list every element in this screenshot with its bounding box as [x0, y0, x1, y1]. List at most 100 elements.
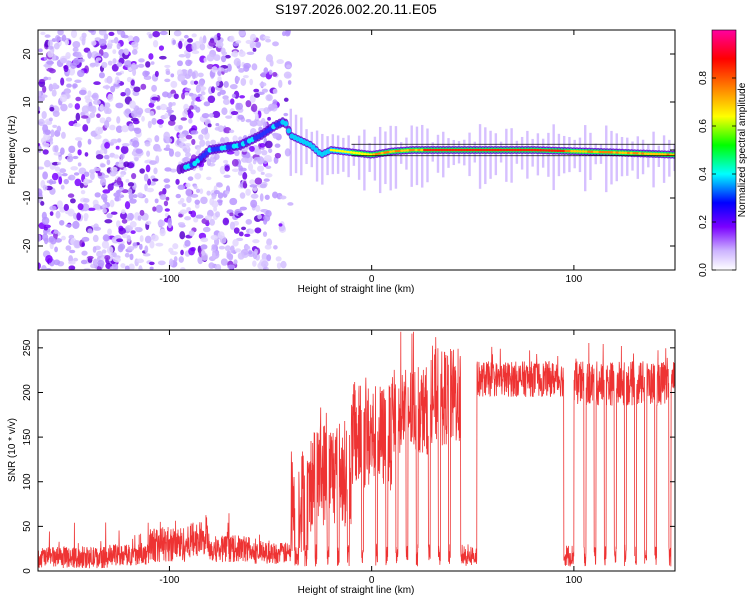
snr-y-tick-label: 250	[22, 339, 33, 356]
spectrogram-noise-cell	[121, 209, 126, 215]
spectrogram-noise-cell	[187, 38, 193, 43]
spectrogram-noise-cell	[263, 107, 270, 115]
spectrogram-noise-cell	[75, 96, 82, 102]
colorbar-gradient	[711, 29, 737, 271]
spectrogram-noise-cell	[163, 131, 171, 141]
spectrogram-noise-cell	[110, 85, 116, 93]
spectrogram-trace-core	[564, 149, 568, 153]
spectrogram-y-ticks: -20 -10 0 10 20	[22, 48, 675, 253]
spectrogram-noise-cell	[140, 83, 147, 90]
spectrogram-noise-cell	[229, 129, 235, 134]
spectrogram-noise-cell	[188, 210, 193, 215]
spectrogram-noise-cell	[229, 35, 235, 43]
spectrogram-y-tick-label: 0	[22, 147, 33, 153]
spectrogram-noise-cell	[158, 123, 164, 129]
spectrogram-noise-cell	[171, 101, 176, 106]
spectrogram-noise-cell	[72, 155, 79, 160]
spectrogram-noise-cell	[132, 91, 140, 97]
spectrogram-trace-core	[519, 148, 523, 152]
spectrogram-noise-cell	[287, 202, 294, 206]
spectrogram-trace-core	[522, 148, 526, 152]
spectrogram-noise-cell	[126, 235, 132, 243]
spectrogram-noise-cell	[138, 265, 143, 270]
spectrogram-noise-cell	[88, 169, 96, 174]
spectrogram-trace-core	[343, 150, 347, 153]
spectrogram-noise-cell	[264, 194, 270, 200]
spectrogram-noise-cell	[65, 245, 72, 251]
spectrogram-trace-core	[374, 152, 379, 156]
spectrogram-noise-cell	[186, 196, 192, 203]
spectrogram-trace-core	[406, 149, 410, 152]
spectrogram-noise-cell	[132, 140, 140, 148]
colorbar-tick-label: 0.2	[698, 215, 709, 229]
spectrogram-x-label: Height of straight line (km)	[298, 284, 415, 295]
spectrogram-noise-cell	[77, 149, 82, 156]
spectrogram-noise-cell	[164, 64, 171, 69]
spectrogram-noise-cell	[144, 197, 149, 204]
spectrogram-noise-cell	[148, 102, 155, 108]
spectrogram-noise-cell	[166, 109, 174, 114]
spectrogram-smear	[610, 130, 613, 185]
spectrogram-noise-cell	[250, 169, 256, 175]
spectrogram-noise-cell	[63, 88, 72, 95]
spectrogram-noise-cell	[168, 148, 175, 157]
spectrogram-noise-cell	[43, 159, 51, 168]
spectrogram-noise-cell	[77, 162, 82, 167]
spectrogram-noise-cell	[40, 31, 46, 36]
spectrogram-trace-core	[338, 149, 342, 153]
spectrogram-noise-cell	[191, 33, 197, 38]
spectrogram-noise-cell	[191, 138, 196, 146]
spectrogram-noise-cell	[139, 168, 145, 174]
spectrogram-noise-cell	[48, 117, 53, 122]
spectrogram-noise-cell	[229, 221, 235, 230]
spectrogram-noise-cell	[238, 231, 244, 237]
spectrogram-noise-cell	[242, 180, 247, 189]
spectrogram-noise-cell	[206, 190, 211, 196]
spectrogram-noise-cell	[151, 234, 159, 242]
spectrogram-noise-cell	[106, 246, 114, 255]
spectrogram-noise-cell	[214, 126, 221, 131]
spectrogram-noise-cell	[119, 211, 128, 220]
spectrogram-noise-cell	[199, 166, 204, 171]
spectrogram-noise-cell	[165, 106, 173, 111]
spectrogram-noise-cell	[102, 234, 110, 242]
spectrogram-noise-cell	[87, 50, 92, 59]
spectrogram-noise-cell	[222, 95, 229, 100]
spectrogram-trace-core	[414, 148, 418, 152]
spectrogram-trace-core	[340, 150, 345, 153]
spectrogram-smear	[378, 126, 382, 194]
spectrogram-noise-cell	[267, 116, 271, 121]
spectrogram-noise-cell	[249, 184, 258, 188]
spectrogram-trace-core	[541, 149, 546, 152]
spectrogram-noise-cell	[122, 48, 129, 55]
spectrogram-trace-core	[488, 148, 492, 152]
spectrogram-noise-cell	[200, 196, 208, 205]
spectrogram-noise-cell	[184, 216, 192, 221]
spectrogram-noise-cell	[146, 150, 151, 157]
spectrogram-noise-cell	[94, 37, 102, 41]
spectrogram-smear	[589, 132, 592, 180]
spectrogram-noise-cell	[217, 200, 223, 206]
spectrogram-noise-cell	[124, 265, 130, 270]
spectrogram-noise-cell	[191, 42, 197, 51]
spectrogram-noise-cell	[245, 39, 253, 45]
spectrogram-noise-cell	[96, 265, 102, 270]
spectrogram-trace-core	[598, 150, 602, 154]
spectrogram-noise-cell	[148, 261, 155, 266]
spectrogram-noise-cell	[41, 216, 50, 225]
spectrogram-noise-cell	[89, 112, 96, 118]
spectrogram-y-label: Frequency (Hz)	[7, 116, 18, 185]
spectrogram-trace-middle	[286, 128, 292, 134]
spectrogram-noise-cell	[101, 61, 108, 69]
spectrogram-trace-core	[507, 148, 512, 152]
spectrogram-noise-cell	[149, 110, 155, 117]
spectrogram-noise-cell	[178, 125, 183, 130]
spectrogram-trace-core	[561, 149, 565, 153]
spectrogram-noise-cell	[224, 165, 230, 172]
spectrogram-trace-core	[513, 148, 517, 152]
spectrogram-noise-cell	[53, 229, 58, 235]
spectrogram-trace-core	[355, 151, 359, 155]
spectrogram-smear	[605, 125, 608, 193]
spectrogram-noise-cell	[109, 170, 117, 177]
spectrogram-noise-cell	[159, 30, 168, 36]
